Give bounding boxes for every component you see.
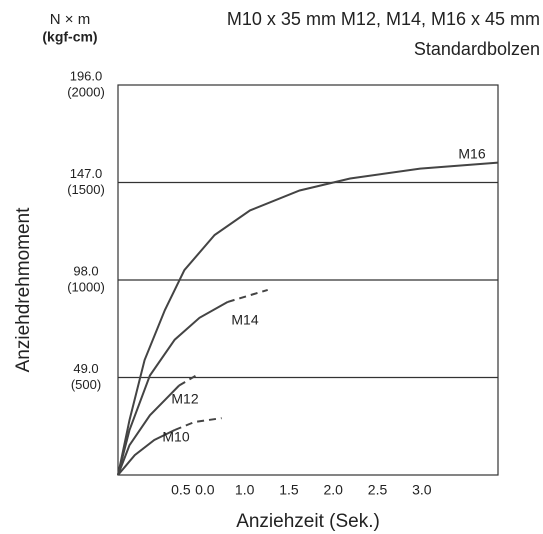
x-tick-label: 1.5	[279, 482, 299, 498]
series-line-dashed	[178, 372, 201, 387]
y-tick-sublabel: (2000)	[67, 84, 105, 99]
x-tick-label: 2.0	[324, 482, 344, 498]
series-label: M10	[162, 429, 189, 445]
y-tick-label: 49.0	[73, 361, 98, 376]
y-unit-sub: (kgf-cm)	[42, 29, 97, 45]
chart-title: M10 x 35 mm M12, M14, M16 x 45 mm	[227, 9, 540, 29]
x-tick-label: 0.0	[195, 482, 215, 498]
x-axis-label: Anziehzeit (Sek.)	[236, 511, 380, 532]
y-tick-sublabel: (1500)	[67, 182, 105, 197]
y-tick-label: 196.0	[70, 68, 103, 83]
series-label: M12	[171, 391, 198, 407]
series-line	[117, 429, 176, 476]
y-tick-label: 98.0	[73, 263, 98, 278]
x-tick-label: 3.0	[412, 482, 432, 498]
series-line-dashed	[227, 288, 268, 303]
series-line	[117, 161, 499, 476]
y-tick-sublabel: (1000)	[67, 279, 105, 294]
chart-subtitle: Standardbolzen	[414, 39, 540, 59]
series-label: M14	[231, 312, 258, 328]
y-tick-sublabel: (500)	[71, 377, 101, 392]
x-tick-label: 1.0	[235, 482, 255, 498]
series-line-dashed	[174, 417, 222, 431]
y-axis-label: Anziehdrehmoment	[13, 207, 34, 372]
series-line	[117, 301, 229, 476]
y-unit: N × m	[50, 11, 90, 28]
series-line	[117, 384, 180, 476]
series-label: M16	[458, 146, 485, 162]
x-tick-label: 0.5	[171, 482, 191, 498]
y-tick-label: 147.0	[70, 166, 103, 181]
x-tick-label: 2.5	[368, 482, 388, 498]
